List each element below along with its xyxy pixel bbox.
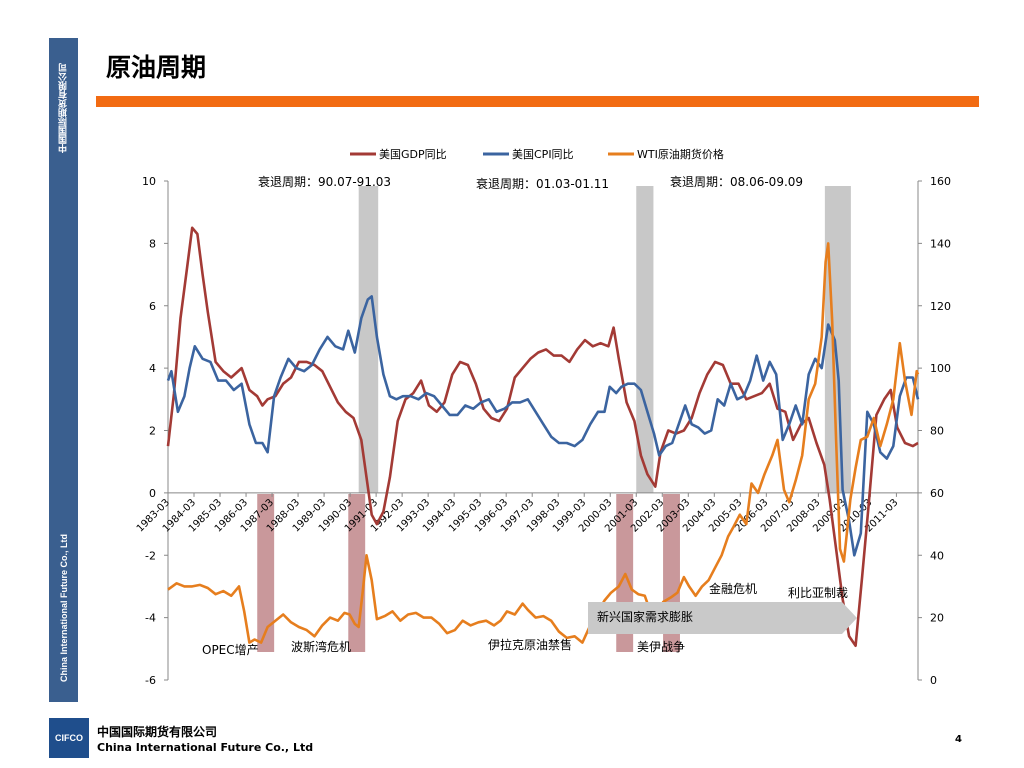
y-tick-label-right: 20 <box>930 612 944 625</box>
footer-company-en: China International Future Co., Ltd <box>97 741 314 754</box>
recession-band <box>358 186 379 493</box>
sidebar-band <box>49 38 78 702</box>
legend-label: 美国GDP同比 <box>379 148 447 161</box>
recession-label: 衰退周期：08.06-09.09 <box>670 174 803 189</box>
y-tick-label-left: 10 <box>142 175 156 188</box>
series-line <box>166 295 920 557</box>
y-tick-label-left: 6 <box>149 300 156 313</box>
title-rule <box>96 96 979 107</box>
page-title: 原油周期 <box>106 53 207 82</box>
recession-band <box>824 186 851 493</box>
event-label: 波斯湾危机 <box>291 639 351 654</box>
y-tick-label-left: 0 <box>149 487 156 500</box>
event-label: OPEC增产 <box>202 643 259 657</box>
y-tick-label-left: -2 <box>145 549 156 562</box>
y-tick-label-left: 2 <box>149 425 156 438</box>
y-tick-label-right: 80 <box>930 425 944 438</box>
event-label: 美伊战争 <box>637 640 685 654</box>
y-tick-label-right: 100 <box>930 362 951 375</box>
event-band <box>257 494 275 652</box>
annotation-label: 金融危机 <box>709 581 757 596</box>
y-tick-label-left: -6 <box>145 674 156 687</box>
y-tick-label-right: 0 <box>930 674 937 687</box>
legend-label: WTI原油期货价格 <box>637 147 724 161</box>
y-tick-label-right: 40 <box>930 549 944 562</box>
series-line <box>167 242 920 644</box>
page-number: 4 <box>955 734 962 745</box>
demand-arrow <box>588 602 857 634</box>
annotation-label: 利比亚制裁 <box>788 586 848 600</box>
footer-company-cn: 中国国际期货有限公司 <box>97 725 218 739</box>
y-tick-label-right: 140 <box>930 237 951 250</box>
cifco-logo: CIFCO <box>49 718 89 758</box>
y-tick-label-right: 120 <box>930 300 951 313</box>
y-tick-label-right: 60 <box>930 487 944 500</box>
recession-label: 衰退周期：90.07-91.03 <box>258 174 391 189</box>
y-tick-label-left: 8 <box>149 237 156 250</box>
y-tick-label-left: 4 <box>149 362 156 375</box>
y-tick-label-left: -4 <box>145 612 156 625</box>
event-label: 伊拉克原油禁售 <box>488 637 572 652</box>
y-tick-label-right: 160 <box>930 175 951 188</box>
oil-cycle-chart: 1086420-2-4-61601401201008060402001983-0… <box>135 147 951 687</box>
annotation-label: 新兴国家需求膨胀 <box>597 609 693 624</box>
series-line <box>166 226 919 647</box>
recession-label: 衰退周期：01.03-01.11 <box>476 176 609 191</box>
legend-label: 美国CPI同比 <box>512 148 574 161</box>
